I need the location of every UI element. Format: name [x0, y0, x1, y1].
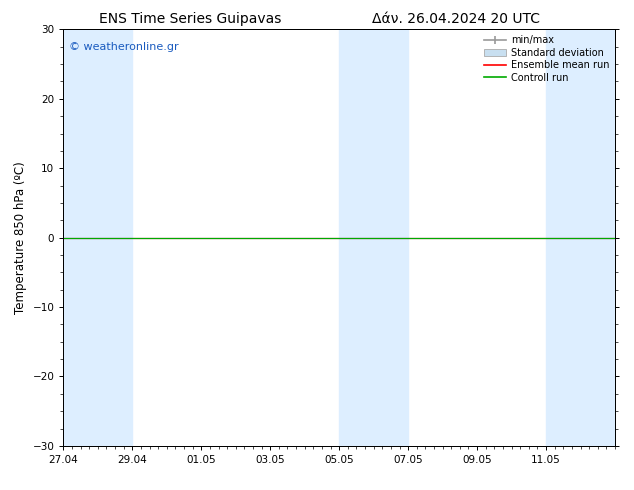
- Y-axis label: Temperature 850 hPa (ºC): Temperature 850 hPa (ºC): [14, 161, 27, 314]
- Text: Δάν. 26.04.2024 20 UTC: Δάν. 26.04.2024 20 UTC: [373, 12, 540, 26]
- Bar: [339, 29, 408, 446]
- Bar: [546, 29, 615, 446]
- Legend: min/max, Standard deviation, Ensemble mean run, Controll run: min/max, Standard deviation, Ensemble me…: [481, 32, 612, 85]
- Bar: [63, 29, 133, 446]
- Text: © weatheronline.gr: © weatheronline.gr: [69, 42, 179, 52]
- Text: ENS Time Series Guipavas: ENS Time Series Guipavas: [99, 12, 281, 26]
